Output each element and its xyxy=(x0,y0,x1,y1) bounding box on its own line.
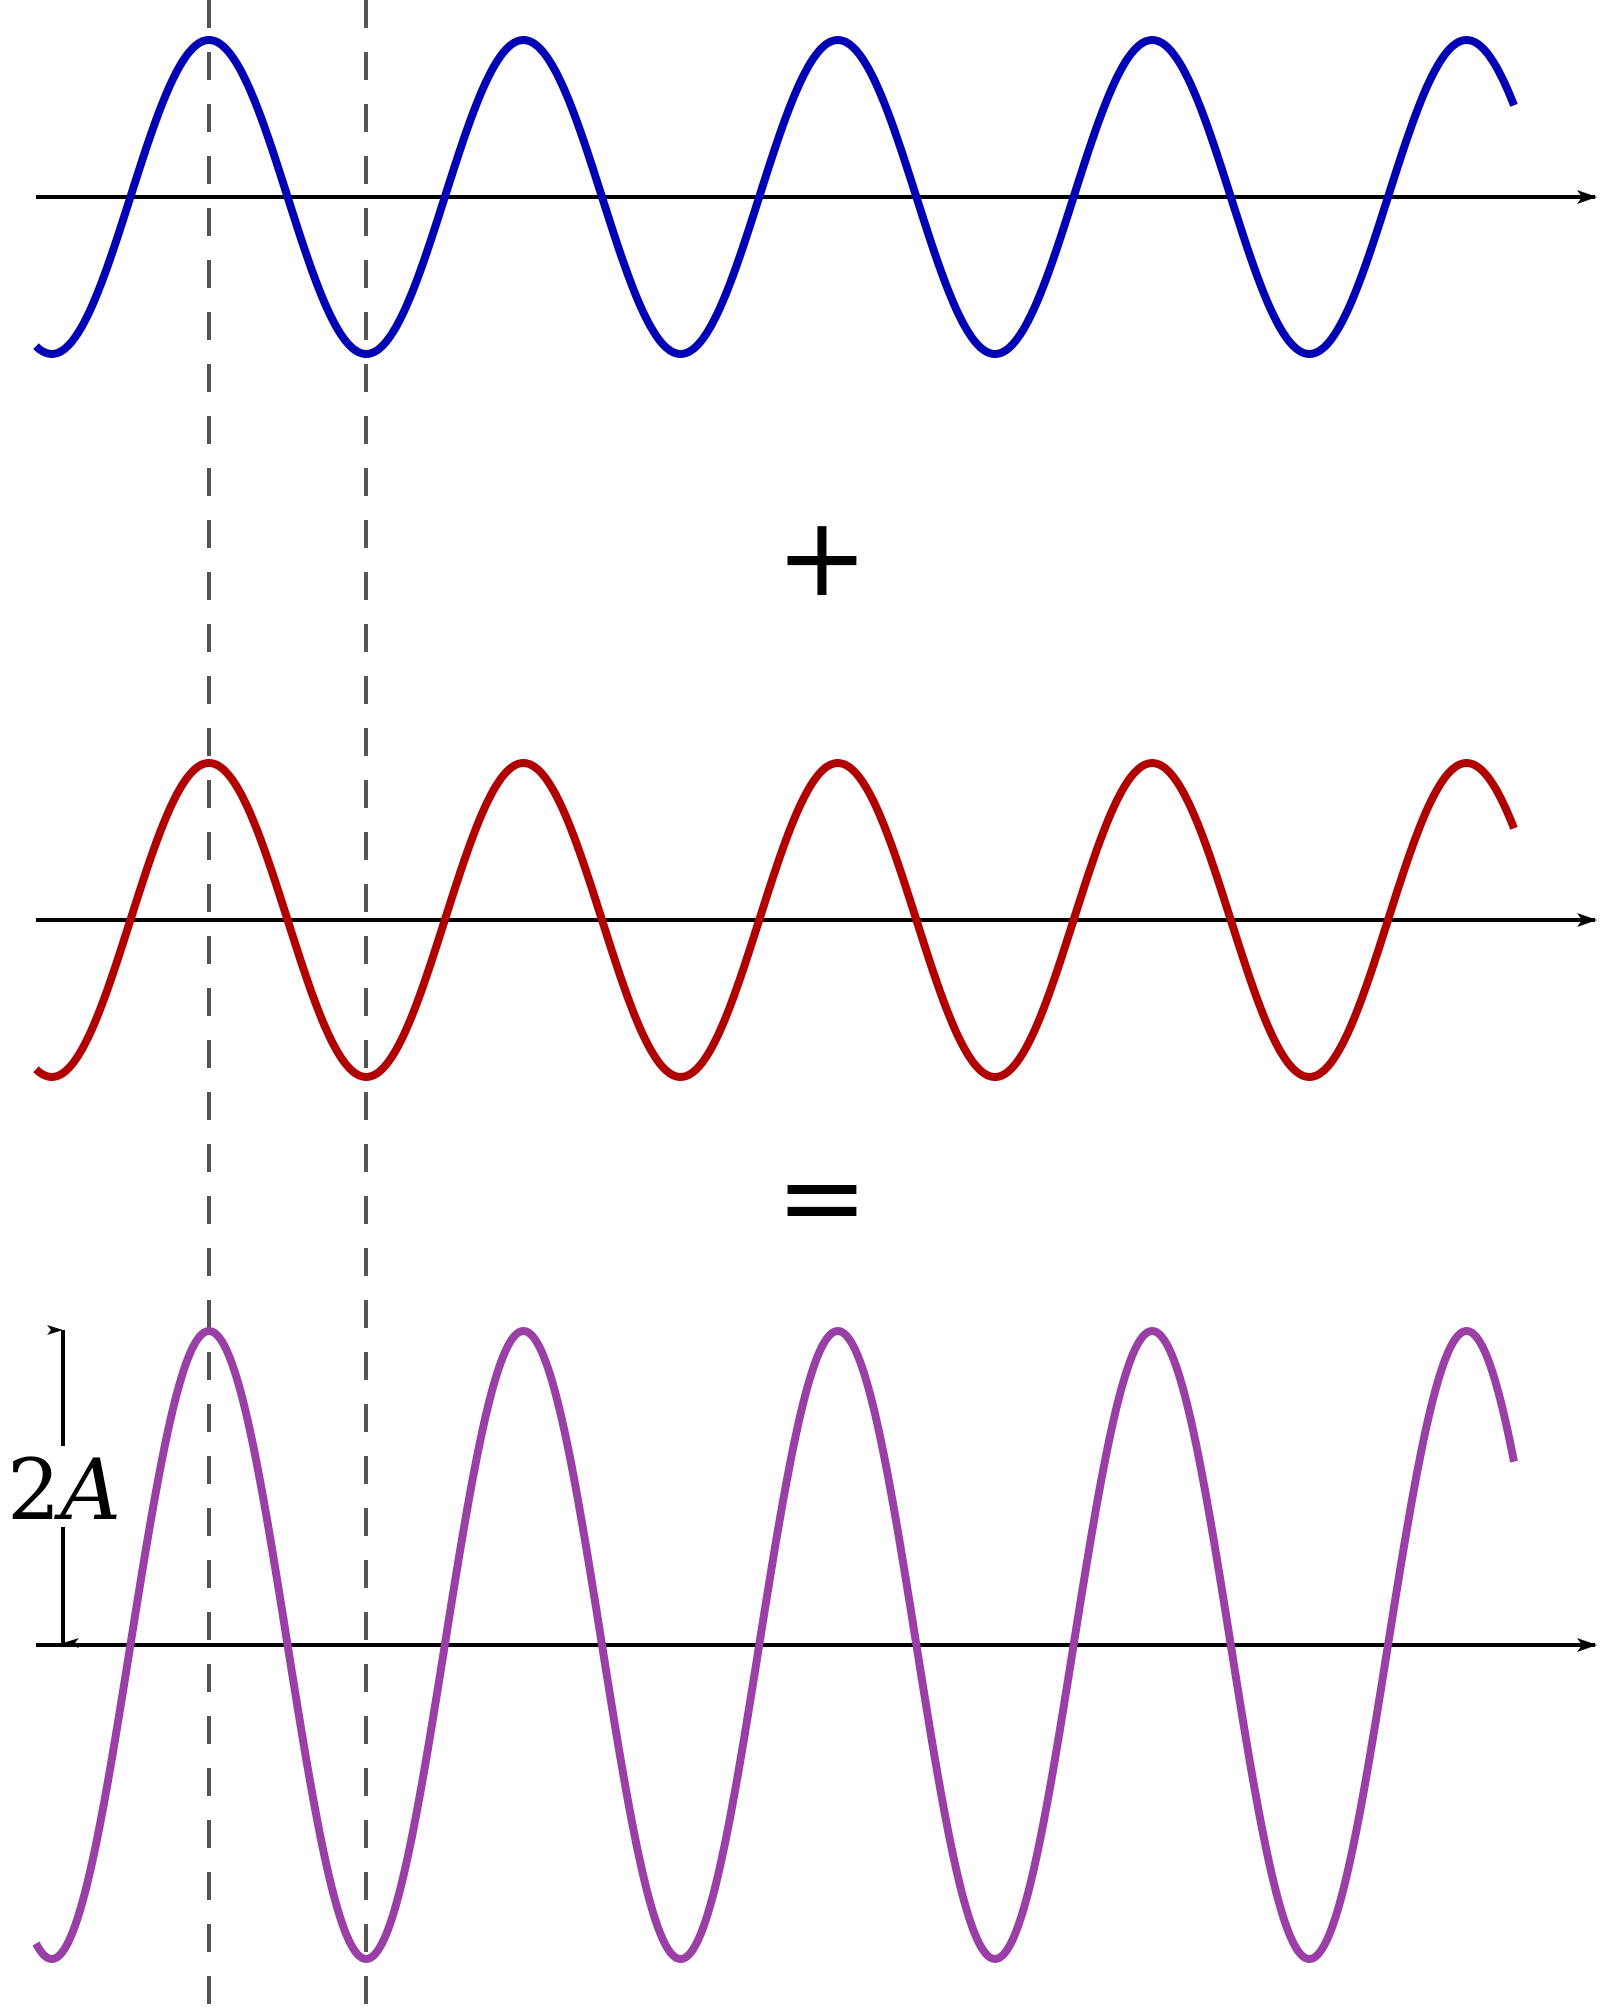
amplitude-label-number: 2 xyxy=(7,1441,60,1539)
amplitude-label: 2A xyxy=(7,1441,121,1539)
sum-wave-curve xyxy=(32,1326,1518,1964)
amplitude-label-symbol: A xyxy=(53,1441,121,1539)
plus-sign: + xyxy=(776,493,868,621)
equals-sign: = xyxy=(776,1133,868,1261)
wave-1-curve xyxy=(33,35,1518,359)
wave-2-curve xyxy=(33,758,1518,1082)
